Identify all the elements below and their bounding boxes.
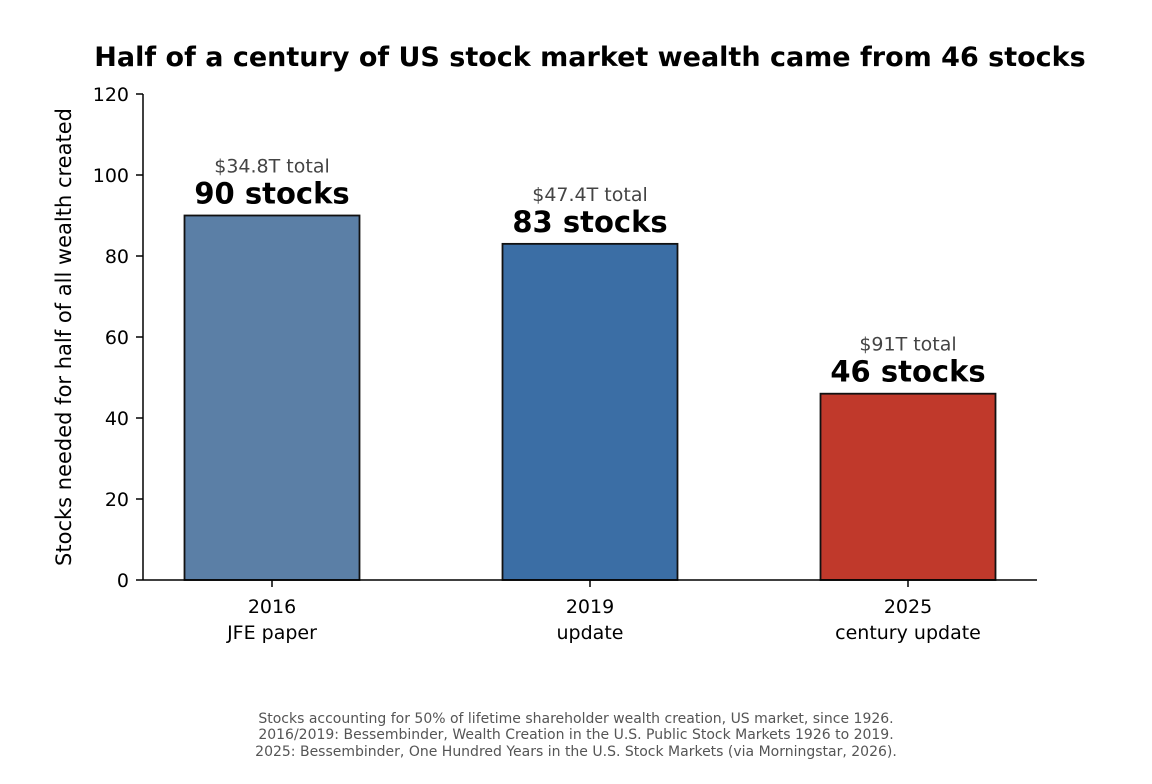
y-axis-label: Stocks needed for half of all wealth cre…: [52, 108, 76, 566]
footnote-line-2: 2016/2019: Bessembinder, Wealth Creation…: [258, 727, 893, 743]
bar: [183, 214, 361, 581]
bars-group: 90 stocks$34.8T total 83 stocks$47.4T tot…: [183, 156, 997, 581]
y-tick-label: 80: [105, 246, 129, 268]
x-axis-ticks: 2016 JFE paper 2019 update 2025 century updat…: [226, 580, 981, 644]
footnote: Stocks accounting for 50% of lifetime sh…: [255, 711, 897, 760]
x-tick-label-year: 2019: [566, 596, 614, 618]
bar-total-label: $91T total: [859, 334, 956, 356]
x-tick-label-desc: century update: [835, 622, 981, 644]
y-tick-label: 60: [105, 327, 129, 349]
x-tick-label-desc: JFE paper: [226, 622, 317, 644]
footnote-line-3: 2025: Bessembinder, One Hundred Years in…: [255, 744, 897, 760]
x-tick-label-year: 2025: [884, 596, 932, 618]
y-tick-label: 20: [105, 489, 129, 511]
x-tick-label-desc: update: [557, 622, 624, 644]
x-tick-label-year: 2016: [248, 596, 296, 618]
bar-total-label: $47.4T total: [532, 184, 647, 206]
bar: [819, 392, 997, 581]
y-tick-label: 120: [93, 84, 129, 106]
bar-value-label: 46 stocks: [830, 355, 985, 389]
y-tick-label: 0: [117, 570, 129, 592]
bar-value-label: 83 stocks: [512, 205, 667, 239]
bar-total-label: $34.8T total: [214, 156, 329, 178]
bar: [501, 242, 679, 581]
y-tick-label: 100: [93, 165, 129, 187]
y-tick-label: 40: [105, 408, 129, 430]
y-axis-ticks: 0 20 40 60 80 100 120: [93, 84, 143, 592]
footnote-line-1: Stocks accounting for 50% of lifetime sh…: [258, 711, 893, 727]
bar-value-label: 90 stocks: [194, 177, 349, 211]
chart-title: Half of a century of US stock market wea…: [94, 42, 1085, 73]
